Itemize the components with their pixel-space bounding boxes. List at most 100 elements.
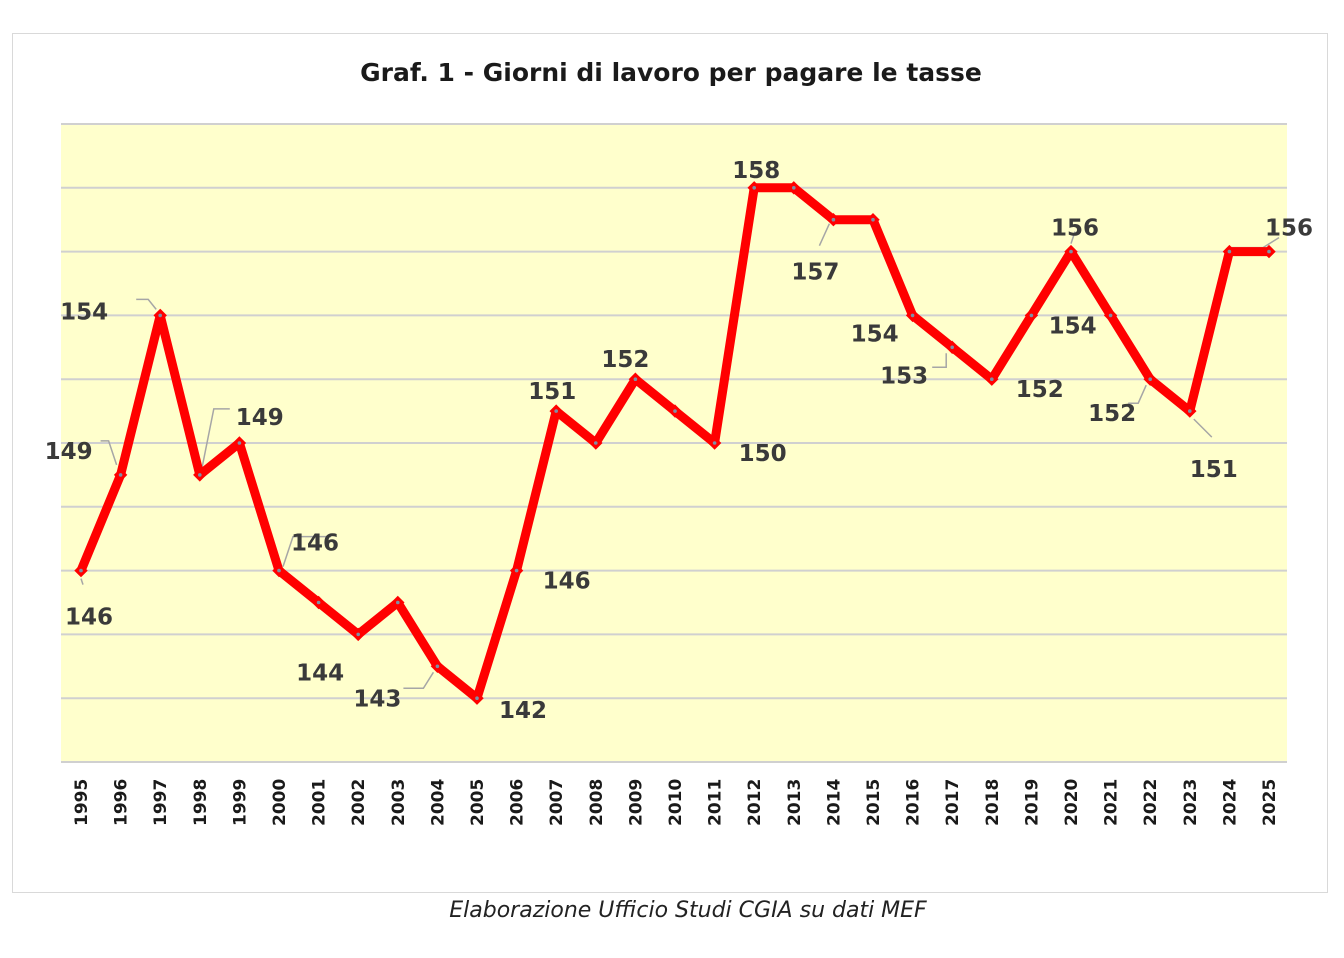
data-point-center (158, 313, 162, 318)
data-label: 156 (1265, 216, 1313, 242)
x-tick-label: 1999 (230, 779, 250, 826)
data-point-center (356, 632, 361, 637)
label-leader-line (818, 223, 831, 247)
x-tick-label: 2022 (1141, 779, 1161, 826)
x-tick-label: 1995 (72, 779, 92, 826)
data-point-center (594, 441, 598, 445)
label-leader-line (282, 535, 331, 567)
chart-title: Graf. 1 - Giorni di lavoro per pagare le… (360, 58, 982, 87)
label-leader-line (1128, 384, 1147, 404)
data-label: 156 (1051, 216, 1099, 242)
x-tick-label: 2023 (1181, 779, 1201, 826)
data-point-center (871, 217, 875, 222)
x-tick-label: 2003 (389, 779, 409, 826)
x-tick-label: 2013 (785, 779, 805, 826)
x-tick-label: 2016 (904, 779, 924, 826)
data-label: 150 (739, 441, 787, 467)
data-point-center (396, 600, 400, 605)
x-tick-label: 1997 (151, 779, 171, 826)
x-tick-label: 2020 (1062, 779, 1082, 826)
data-point-center (950, 345, 954, 350)
x-tick-label: 2011 (706, 779, 726, 826)
data-point-center (277, 568, 281, 573)
label-leader-line (1070, 231, 1076, 244)
data-point-center (1227, 249, 1232, 254)
x-tick-label: 2002 (349, 779, 369, 826)
data-point-center (237, 441, 242, 445)
label-leader-line (136, 298, 157, 310)
label-leader-line (1193, 418, 1213, 438)
data-label: 152 (1016, 377, 1064, 403)
data-point-center (1108, 313, 1113, 318)
data-label: 142 (499, 698, 547, 724)
x-tick-label: 2004 (428, 779, 448, 826)
data-point-center (792, 186, 796, 190)
x-tick-label: 2019 (1022, 779, 1042, 826)
label-leader-line (100, 440, 118, 466)
data-label: 146 (291, 531, 339, 557)
data-point-center (475, 696, 479, 700)
data-label: 151 (1190, 457, 1238, 483)
data-point-center (831, 217, 836, 222)
data-label: 146 (543, 569, 591, 595)
data-point-center (1148, 377, 1152, 382)
data-point-center (1188, 409, 1192, 413)
x-axis: 1995 1996 1997 1998 1999 2000 2001 2002 2003 2004… (72, 779, 1280, 826)
data-label: 154 (1049, 313, 1097, 339)
data-label: 153 (880, 363, 928, 389)
data-label: 143 (353, 686, 401, 712)
x-tick-label: 2021 (1102, 779, 1122, 826)
data-label: 157 (791, 260, 839, 286)
x-tick-label: 2025 (1260, 779, 1280, 826)
data-point-center (514, 568, 519, 573)
data-point-center (1069, 249, 1073, 254)
data-point-center (633, 377, 638, 382)
x-tick-label: 1996 (112, 779, 132, 826)
data-point-center (435, 664, 440, 669)
x-tick-label: 2001 (310, 779, 330, 826)
data-point-center (118, 473, 123, 477)
data-label: 146 (65, 605, 113, 631)
x-tick-label: 2008 (587, 779, 607, 826)
x-tick-label: 2018 (983, 779, 1003, 826)
x-tick-label: 2010 (666, 779, 686, 826)
x-tick-label: 2006 (508, 779, 528, 826)
source-note: Elaborazione Ufficio Studi CGIA su dati … (449, 898, 927, 923)
data-label: 151 (528, 379, 576, 405)
label-leader-line (201, 408, 230, 470)
data-point-center (198, 473, 202, 477)
x-tick-label: 2012 (745, 779, 765, 826)
data-label: 154 (851, 321, 899, 347)
data-label: 154 (60, 299, 108, 325)
x-tick-label: 2009 (626, 779, 646, 826)
data-label: 149 (45, 439, 93, 465)
data-labels: 146 149 154 149 146 144 143 142 146 151 152 150 158 1… (45, 158, 1313, 724)
x-tick-label: 2007 (547, 779, 567, 826)
data-point-center (910, 313, 915, 318)
data-point-center (79, 568, 83, 573)
data-label: 144 (296, 660, 344, 686)
data-label: 152 (601, 347, 649, 373)
x-tick-label: 2017 (943, 779, 963, 826)
data-label: 158 (732, 158, 780, 184)
label-leader-line (80, 578, 84, 585)
data-point-center (673, 409, 677, 413)
x-tick-label: 2014 (824, 779, 844, 826)
data-point-center (1029, 313, 1034, 318)
x-tick-label: 2024 (1220, 779, 1240, 826)
data-point-center (990, 377, 994, 382)
data-point-center (554, 409, 558, 413)
data-point-center (712, 441, 717, 445)
data-label: 149 (236, 405, 284, 431)
data-markers (74, 181, 1276, 705)
label-leader-line (932, 353, 947, 369)
data-point-center (1267, 249, 1271, 254)
data-point-center (316, 600, 321, 605)
gridlines (61, 123, 1287, 763)
data-label: 152 (1088, 401, 1136, 427)
label-leader-line (403, 671, 435, 690)
data-point-center (752, 186, 756, 190)
x-tick-label: 2005 (468, 779, 488, 826)
x-tick-label: 1998 (191, 779, 211, 826)
